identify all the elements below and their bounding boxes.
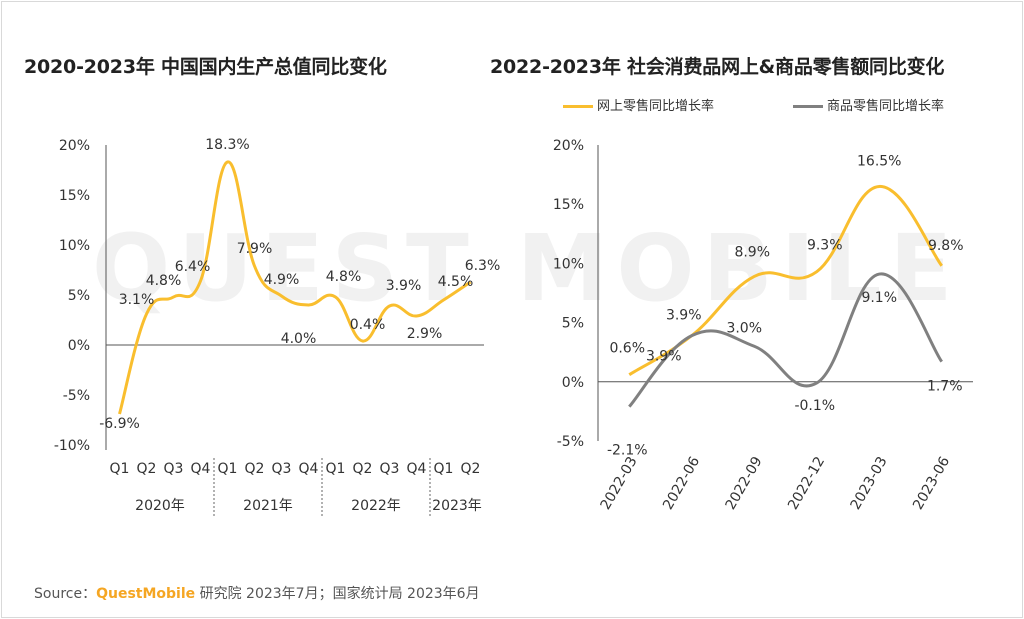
- left-year-label: 2020年: [135, 498, 185, 514]
- left-x-tick-label: Q1: [110, 461, 130, 477]
- left-x-tick-label: Q3: [272, 461, 292, 477]
- right-y-tick-label: 10%: [553, 256, 584, 272]
- left-y-tick-label: 5%: [68, 288, 90, 304]
- right-data-label-goods: 9.1%: [861, 290, 897, 306]
- right-y-tick-label: 15%: [553, 197, 584, 213]
- left-data-label: -6.9%: [99, 416, 140, 432]
- right-x-tick-label: 2022-12: [785, 454, 828, 513]
- source-prefix: Source：: [34, 586, 97, 602]
- right-y-tick-label: 0%: [562, 375, 584, 391]
- left-x-tick-label: Q1: [434, 461, 454, 477]
- left-x-tick-label: Q4: [407, 461, 427, 477]
- right-x-tick-label: 2022-03: [598, 454, 641, 513]
- left-x-tick-label: Q2: [461, 461, 481, 477]
- left-y-tick-label: 0%: [68, 338, 90, 354]
- source-note: Source：QuestMobile 研究院 2023年7月；国家统计局 202…: [34, 583, 480, 603]
- left-data-label: 0.4%: [350, 317, 386, 333]
- left-y-tick-label: -10%: [54, 438, 90, 454]
- left-data-label: 6.3%: [465, 258, 501, 274]
- source-rest: 研究院 2023年7月；国家统计局 2023年6月: [195, 586, 480, 602]
- left-series-line: [118, 160, 472, 415]
- left-data-label: 7.9%: [237, 241, 273, 257]
- left-data-label: 3.9%: [386, 278, 422, 294]
- left-x-tick-label: Q1: [326, 461, 346, 477]
- legend-swatch-online: [563, 105, 593, 108]
- left-x-tick-label: Q4: [299, 461, 319, 477]
- legend-swatch-goods: [793, 105, 823, 108]
- left-year-label: 2022年: [351, 498, 401, 514]
- left-chart-title: 2020-2023年 中国国内生产总值同比变化: [24, 56, 387, 78]
- right-data-label-goods: -0.1%: [794, 398, 835, 414]
- legend-label-goods: 商品零售同比增长率: [827, 99, 945, 114]
- right-x-tick-label: 2022-06: [660, 454, 703, 513]
- right-data-label-goods: 1.7%: [927, 379, 963, 395]
- left-year-label: 2021年: [243, 498, 293, 514]
- left-data-label: 3.1%: [119, 292, 155, 308]
- right-y-tick-label: 5%: [562, 316, 584, 332]
- left-x-tick-label: Q4: [191, 461, 211, 477]
- right-x-tick-label: 2023-06: [910, 454, 953, 513]
- left-data-label: 4.9%: [264, 272, 300, 288]
- left-y-tick-label: 10%: [59, 238, 90, 254]
- right-y-tick-label: 20%: [553, 138, 584, 154]
- right-series-line-goods: [628, 272, 943, 408]
- left-x-tick-label: Q1: [218, 461, 238, 477]
- legend-label-online: 网上零售同比增长率: [597, 99, 715, 114]
- right-data-label-online: 8.9%: [734, 244, 770, 260]
- left-x-tick-label: Q3: [164, 461, 184, 477]
- right-data-label-online: 3.9%: [666, 308, 702, 324]
- left-x-tick-label: Q3: [380, 461, 400, 477]
- watermark: QUEST MOBILE: [92, 215, 961, 322]
- right-data-label-online: 9.3%: [807, 238, 843, 254]
- left-data-label: 4.5%: [438, 274, 474, 290]
- right-x-tick-label: 2022-09: [723, 454, 766, 513]
- right-chart-title: 2022-2023年 社会消费品网上&商品零售额同比变化: [490, 56, 945, 78]
- left-data-label: 4.8%: [326, 269, 362, 285]
- right-data-label-goods: 3.9%: [646, 349, 682, 365]
- legend-online-retail: 网上零售同比增长率: [563, 95, 714, 114]
- left-data-label: 6.4%: [175, 259, 211, 275]
- right-data-label-goods: -2.1%: [607, 443, 648, 459]
- left-data-label: 18.3%: [205, 137, 249, 153]
- right-data-label-online: 9.8%: [928, 238, 964, 254]
- right-data-label-online: 0.6%: [609, 341, 645, 357]
- right-y-tick-label: -5%: [557, 434, 584, 450]
- left-data-label: 4.8%: [146, 273, 182, 289]
- left-x-tick-label: Q2: [245, 461, 265, 477]
- left-y-tick-label: -5%: [63, 388, 90, 404]
- left-data-label: 4.0%: [281, 331, 317, 347]
- right-x-tick-label: 2023-03: [848, 454, 891, 513]
- left-year-label: 2023年: [432, 498, 482, 514]
- legend-goods-retail: 商品零售同比增长率: [793, 95, 944, 114]
- left-x-tick-label: Q2: [137, 461, 157, 477]
- right-data-label-online: 16.5%: [857, 153, 901, 169]
- left-y-tick-label: 20%: [59, 138, 90, 154]
- left-y-tick-label: 15%: [59, 188, 90, 204]
- source-brand: QuestMobile: [96, 586, 196, 602]
- left-data-label: 2.9%: [407, 326, 443, 342]
- left-x-tick-label: Q2: [353, 461, 373, 477]
- right-data-label-goods: 3.0%: [726, 320, 762, 336]
